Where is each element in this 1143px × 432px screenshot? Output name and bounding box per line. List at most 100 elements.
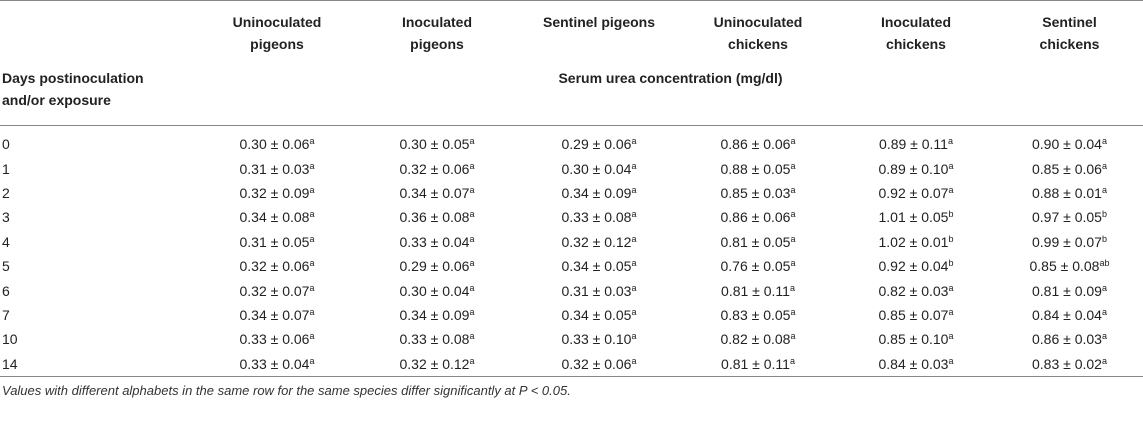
significance-letter: a: [1101, 160, 1107, 171]
urea-table: Uninoculated pigeons Inoculated pigeons Se…: [0, 0, 1143, 377]
significance-letter: a: [309, 355, 315, 366]
column-header-line: chickens: [1039, 36, 1100, 52]
significance-letter: a: [631, 258, 637, 269]
mean-sd-value: 0.34 ± 0.09: [561, 184, 632, 201]
mean-sd-value: 0.32 ± 0.12: [561, 233, 632, 250]
value-cell: 0.81 ± 0.05a: [680, 230, 836, 254]
significance-letter: a: [789, 355, 795, 366]
column-header-line: pigeons: [250, 36, 304, 52]
mean-sd-value: 0.33 ± 0.08: [561, 209, 632, 226]
value-cell: 0.85 ± 0.03a: [680, 181, 836, 205]
significance-letter: a: [469, 282, 475, 293]
significance-letter: a: [469, 355, 475, 366]
mean-sd-value: 0.76 ± 0.05: [720, 258, 791, 275]
mean-sd-value: 0.33 ± 0.08: [399, 331, 470, 348]
mean-sd-value: 0.83 ± 0.05: [720, 306, 791, 323]
table-row: 10 0.33 ± 0.06a 0.33 ± 0.08a 0.33 ± 0.10a 0.…: [0, 327, 1143, 351]
significance-letter: a: [790, 160, 796, 171]
value-cell: 0.32 ± 0.09a: [198, 181, 356, 205]
significance-letter: ab: [1099, 258, 1110, 269]
column-header-line: chickens: [728, 36, 788, 52]
value-cell: 0.85 ± 0.06a: [996, 156, 1143, 180]
table-row: 7 0.34 ± 0.07a 0.34 ± 0.09a 0.34 ± 0.05a 0.8…: [0, 303, 1143, 327]
significance-letter: a: [789, 282, 795, 293]
significance-letter: a: [309, 258, 315, 269]
value-cell: 0.86 ± 0.06a: [680, 126, 836, 157]
significance-letter: a: [790, 184, 796, 195]
mean-sd-value: 0.34 ± 0.08: [239, 209, 310, 226]
table-row: 14 0.33 ± 0.04a 0.32 ± 0.12a 0.32 ± 0.06a 0.…: [0, 352, 1143, 377]
value-cell: 0.33 ± 0.08a: [356, 327, 518, 351]
value-cell: 0.90 ± 0.04a: [996, 126, 1143, 157]
column-header: Uninoculated pigeons: [198, 1, 356, 62]
significance-letter: b: [948, 209, 954, 220]
value-cell: 0.32 ± 0.07a: [198, 278, 356, 302]
significance-letter: a: [1101, 355, 1107, 366]
mean-sd-value: 0.34 ± 0.07: [399, 184, 470, 201]
table-row: 2 0.32 ± 0.09a 0.34 ± 0.07a 0.34 ± 0.09a 0.8…: [0, 181, 1143, 205]
mean-sd-value: 0.31 ± 0.03: [239, 160, 310, 177]
mean-sd-value: 0.33 ± 0.04: [399, 233, 470, 250]
value-cell: 0.33 ± 0.08a: [518, 205, 680, 229]
footnote: Values with different alphabets in the s…: [2, 382, 571, 398]
value-cell: 0.81 ± 0.11a: [680, 278, 836, 302]
value-cell: 0.33 ± 0.04a: [356, 230, 518, 254]
mean-sd-value: 0.90 ± 0.04: [1032, 136, 1102, 153]
mean-sd-value: 0.82 ± 0.03: [878, 282, 949, 299]
column-header-line: Sentinel: [1042, 14, 1097, 30]
value-cell: 0.88 ± 0.05a: [680, 156, 836, 180]
value-cell: 0.32 ± 0.06a: [518, 352, 680, 377]
day-cell: 5: [2, 258, 10, 275]
value-cell: 1.01 ± 0.05b: [836, 205, 996, 229]
table-container: Uninoculated pigeons Inoculated pigeons Se…: [0, 0, 1143, 398]
value-cell: 0.31 ± 0.03a: [518, 278, 680, 302]
mean-sd-value: 0.89 ± 0.10: [878, 160, 949, 177]
significance-letter: a: [469, 258, 475, 269]
value-cell: 0.31 ± 0.05a: [198, 230, 356, 254]
table-row: 3 0.34 ± 0.08a 0.36 ± 0.08a 0.33 ± 0.08a 0.8…: [0, 205, 1143, 229]
value-cell: 0.29 ± 0.06a: [356, 254, 518, 278]
mean-sd-value: 0.36 ± 0.08: [399, 209, 470, 226]
mean-sd-value: 0.85 ± 0.10: [878, 331, 949, 348]
significance-letter: a: [1101, 306, 1107, 317]
value-cell: 0.34 ± 0.09a: [356, 303, 518, 327]
significance-letter: a: [309, 306, 315, 317]
column-header: Inoculated chickens: [836, 1, 996, 62]
mean-sd-value: 0.92 ± 0.04: [878, 258, 949, 275]
mean-sd-value: 0.32 ± 0.12: [399, 355, 470, 372]
mean-sd-value: 0.81 ± 0.11: [721, 282, 790, 299]
mean-sd-value: 0.99 ± 0.07: [1032, 233, 1102, 250]
significance-letter: b: [948, 233, 954, 244]
significance-letter: a: [790, 136, 796, 147]
measure-label: Serum urea concentration (mg/dl): [558, 70, 783, 86]
value-cell: 0.32 ± 0.12a: [356, 352, 518, 377]
significance-letter: a: [469, 306, 475, 317]
mean-sd-value: 0.92 ± 0.07: [878, 184, 949, 201]
mean-sd-value: 0.30 ± 0.05: [399, 136, 470, 153]
significance-letter: a: [469, 233, 475, 244]
value-cell: 0.32 ± 0.06a: [198, 254, 356, 278]
significance-letter: a: [790, 209, 796, 220]
mean-sd-value: 0.34 ± 0.07: [239, 306, 310, 323]
table-row: 0 0.30 ± 0.06a 0.30 ± 0.05a 0.29 ± 0.06a 0.8…: [0, 126, 1143, 157]
mean-sd-value: 0.86 ± 0.06: [720, 209, 791, 226]
mean-sd-value: 0.33 ± 0.06: [239, 331, 310, 348]
significance-letter: a: [469, 160, 475, 171]
day-cell: 2: [2, 184, 10, 201]
value-cell: 0.85 ± 0.08ab: [996, 254, 1143, 278]
significance-letter: a: [631, 355, 637, 366]
value-cell: 0.33 ± 0.06a: [198, 327, 356, 351]
value-cell: 0.88 ± 0.01a: [996, 181, 1143, 205]
significance-letter: a: [631, 160, 637, 171]
mean-sd-value: 0.31 ± 0.03: [561, 282, 632, 299]
column-header-line: pigeons: [410, 36, 464, 52]
day-cell: 3: [2, 209, 10, 226]
day-cell: 0: [2, 136, 10, 153]
mean-sd-value: 0.85 ± 0.08: [1029, 258, 1100, 275]
mean-sd-value: 0.84 ± 0.04: [1032, 306, 1102, 323]
mean-sd-value: 0.30 ± 0.04: [399, 282, 470, 299]
significance-letter: a: [948, 282, 954, 293]
significance-letter: a: [948, 331, 954, 342]
mean-sd-value: 0.33 ± 0.04: [239, 355, 310, 372]
column-header-line: Inoculated: [880, 14, 951, 30]
